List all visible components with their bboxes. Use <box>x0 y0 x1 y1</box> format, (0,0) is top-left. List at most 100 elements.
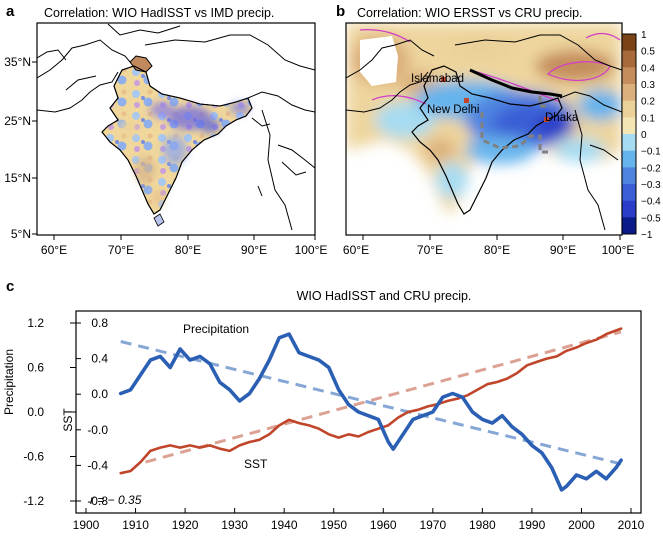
precipitation-trend-line <box>120 340 622 466</box>
panel-a-x-tick-label: 70°E <box>108 243 134 257</box>
panel-b-x-tick-label: 60°E <box>343 243 369 257</box>
sst-tick-label: 0.8 <box>91 316 108 330</box>
x-tick-label: 1970 <box>419 518 446 532</box>
colorbar-swatch <box>622 50 636 68</box>
colorbar-swatch <box>622 150 636 168</box>
panel-a: a Correlation: WIO HadISST vs IMD precip… <box>4 3 327 257</box>
panel-b: b Correlation: WIO ERSST vs CRU precip. <box>336 3 661 257</box>
panel-a-map <box>37 23 315 235</box>
panel-b-x-tick-label: 100°E <box>602 243 635 257</box>
panel-b-x-tick-label: 80°E <box>484 243 510 257</box>
x-tick-label: 2010 <box>618 518 645 532</box>
sst-axis-title: SST <box>61 408 75 432</box>
panel-b-x-tick-label: 90°E <box>550 243 576 257</box>
colorbar-swatch <box>622 184 636 201</box>
panel-a-x-tick-label: 80°E <box>175 243 201 257</box>
colorbar-swatch <box>622 134 636 151</box>
x-tick-label: 1930 <box>221 518 248 532</box>
panel-b-x-tick-label: 70°E <box>417 243 443 257</box>
colorbar-tick-label: −0.5 <box>641 213 661 224</box>
panel-a-label: a <box>6 3 15 20</box>
colorbar-tick-label: 0.1 <box>641 113 655 124</box>
precip-tick-label: 0.6 <box>27 361 44 375</box>
panel-b-borders <box>346 34 622 231</box>
colorbar-tick-label: 0.2 <box>641 97 655 108</box>
x-tick-label: 1910 <box>122 518 149 532</box>
sst-line <box>119 327 623 475</box>
x-tick-label: 1920 <box>172 518 199 532</box>
panel-c: c WIO HadISST and CRU precip. 1900 1910 19… <box>2 278 645 532</box>
precipitation-line <box>118 332 623 492</box>
sst-tick-label: -0.4 <box>87 458 108 472</box>
colorbar-tick-label: 0.4 <box>641 63 655 74</box>
panel-b-cities: Islamabad New Delhi Dhaka <box>411 73 579 124</box>
x-tick-label: 1990 <box>519 518 546 532</box>
panel-a-x-ticks: 60°E 70°E 80°E 90°E 100°E <box>41 235 327 257</box>
panel-b-dashed-region <box>480 112 548 154</box>
city-label: Dhaka <box>545 112 579 124</box>
colorbar-tick-label: −0.2 <box>641 163 661 174</box>
panel-a-x-tick-label: 60°E <box>41 243 67 257</box>
panel-b-correlation-field <box>346 23 622 215</box>
city-label: New Delhi <box>427 104 479 116</box>
panel-a-x-tick-label: 100°E <box>295 243 328 257</box>
precip-tick-label: 1.2 <box>27 316 44 330</box>
panel-a-title: Correlation: WIO HadISST vs IMD precip. <box>44 6 274 20</box>
colorbar-swatch <box>622 84 636 101</box>
panel-a-y-tick-label: 25°N <box>4 114 31 128</box>
colorbar-swatch <box>622 217 636 235</box>
colorbar-swatch <box>622 167 636 185</box>
panel-a-y-tick-label: 5°N <box>11 227 31 241</box>
sst-series-label: SST <box>244 457 268 471</box>
colorbar: 1 0.5 0.4 0.3 0.2 0.1 0 −0.1 −0.2 −0.3 −0.4 −0.5 −1 <box>621 30 661 241</box>
x-tick-label: 1960 <box>370 518 397 532</box>
panel-b-india-outline <box>411 65 563 215</box>
city-label: Islamabad <box>411 73 464 85</box>
panel-c-correlation-annotation: r = − 0.35 <box>90 493 142 507</box>
x-tick-label: 1940 <box>271 518 298 532</box>
precip-tick-label: 0.0 <box>27 405 44 419</box>
colorbar-tick-label: −1 <box>641 230 653 241</box>
panel-b-label: b <box>336 3 345 20</box>
precipitation-axis-title: Precipitation <box>2 349 16 415</box>
panel-b-map: Islamabad New Delhi Dhaka <box>346 23 622 235</box>
colorbar-tick-label: 1 <box>641 30 647 41</box>
panel-a-x-tick-label: 90°E <box>241 243 267 257</box>
sst-tick-label: -0.8 <box>87 494 108 508</box>
x-tick-label: 1900 <box>73 518 100 532</box>
panel-a-borders <box>37 23 315 231</box>
x-tick-label: 1950 <box>320 518 347 532</box>
colorbar-swatch <box>622 67 636 85</box>
sst-trend-line <box>145 330 622 464</box>
colorbar-tick-label: −0.4 <box>641 197 661 208</box>
sst-tick-label: 0.0 <box>91 387 108 401</box>
colorbar-tick-label: 0.3 <box>641 80 655 91</box>
sst-tick-label: -0.0 <box>87 423 108 437</box>
colorbar-tick-label: 0.5 <box>641 47 655 58</box>
city-marker <box>464 98 469 103</box>
colorbar-tick-label: −0.3 <box>641 180 661 191</box>
precip-tick-label: -1.2 <box>23 494 44 508</box>
colorbar-frame <box>621 33 637 235</box>
panel-b-title: Correlation: WIO ERSST vs CRU precip. <box>357 6 583 20</box>
panel-a-y-tick-label: 15°N <box>4 171 31 185</box>
panel-c-title: WIO HadISST and CRU precip. <box>297 289 472 303</box>
colorbar-swatch <box>622 117 636 135</box>
colorbar-swatch <box>622 100 636 118</box>
colorbar-tick-label: 0 <box>641 130 647 141</box>
x-tick-label: 1980 <box>469 518 496 532</box>
line-chart: 1900 1910 1920 1930 1940 1950 1960 1970 1980 1990… <box>23 316 644 532</box>
panel-a-y-ticks: 35°N 25°N 15°N 5°N <box>4 55 37 241</box>
colorbar-swatch <box>622 200 636 218</box>
city-marker <box>544 117 549 122</box>
panel-a-india-field <box>101 55 253 227</box>
city-marker <box>441 77 446 82</box>
colorbar-swatch <box>622 34 636 51</box>
panel-c-label: c <box>6 278 14 295</box>
precip-tick-label: -0.6 <box>23 450 44 464</box>
panel-b-x-ticks: 60°E 70°E 80°E 90°E 100°E <box>343 235 634 257</box>
x-tick-label: 2000 <box>568 518 595 532</box>
colorbar-tick-label: −0.1 <box>641 147 661 158</box>
panel-a-y-tick-label: 35°N <box>4 55 31 69</box>
